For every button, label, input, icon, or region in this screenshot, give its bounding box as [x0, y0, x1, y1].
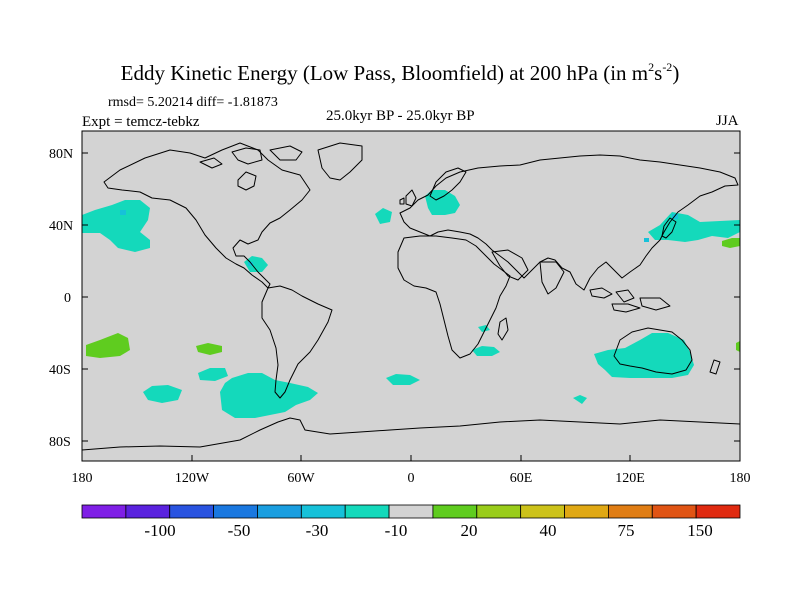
map-background	[82, 131, 740, 461]
anomaly-region-central-america	[244, 256, 268, 272]
anomaly-region-north-atlantic	[425, 190, 460, 215]
period-label: 25.0kyr BP - 25.0kyr BP	[326, 108, 475, 124]
colorbar-swatch	[695, 504, 741, 519]
anomaly-region-south-pacific-small	[143, 385, 182, 403]
colorbar-swatch	[169, 504, 215, 519]
anomaly-region-indian-ocean-small	[573, 395, 587, 404]
colorbar-swatch	[476, 504, 522, 519]
anomaly-spot	[644, 238, 649, 242]
colorbar-swatch	[564, 504, 609, 519]
anomaly-region-south-pacific-small-green	[196, 343, 222, 355]
anomaly-region-south-pacific-west	[86, 333, 130, 358]
colorbar-label: 20	[461, 521, 478, 540]
colorbar-label: -50	[228, 521, 251, 540]
lon-label: 120E	[615, 471, 645, 486]
anomaly-region-north-pacific-east	[648, 212, 740, 242]
anomaly-region-north-atlantic-small	[375, 208, 392, 224]
coastlines	[82, 142, 740, 451]
anomaly-region-north-pacific-far-east	[722, 238, 740, 248]
lon-label: 60E	[510, 471, 533, 486]
anomaly-fill-layer	[82, 142, 740, 451]
colorbar-swatch	[432, 504, 478, 519]
plot-title: Eddy Kinetic Energy (Low Pass, Bloomfiel…	[120, 60, 680, 85]
colorbar-label: 40	[540, 521, 557, 540]
colorbar-swatch	[651, 504, 697, 519]
anomaly-region-australia	[594, 333, 694, 378]
lon-label: 180	[730, 471, 751, 486]
colorbar-label: 150	[687, 521, 713, 540]
colorbar-swatch	[608, 504, 653, 519]
colorbar-swatch	[257, 504, 302, 519]
lon-label: 60W	[287, 471, 315, 486]
anomaly-region-south-atlantic	[386, 374, 420, 385]
colorbar-swatch	[300, 504, 346, 519]
colorbar-label: -30	[306, 521, 329, 540]
colorbar	[81, 504, 741, 519]
anomaly-region-south-east-pacific-green	[736, 341, 740, 352]
stats-text: rmsd= 5.20214 diff= -1.81873	[108, 95, 278, 110]
lon-label: 180	[72, 471, 93, 486]
lat-label: 80S	[49, 435, 71, 450]
anomaly-region-south-pacific-mid	[198, 368, 228, 381]
experiment-label: Expt = temcz-tebkz	[82, 114, 200, 130]
colorbar-swatch	[388, 504, 434, 519]
colorbar-swatch	[125, 504, 171, 519]
anomaly-region-south-africa	[472, 346, 500, 356]
colorbar-swatch	[213, 504, 258, 519]
anomaly-region-south-pacific-east	[220, 373, 318, 418]
season-label: JJA	[716, 113, 739, 129]
lat-ticks	[82, 152, 740, 442]
colorbar-label: -100	[144, 521, 175, 540]
lon-label: 120W	[175, 471, 210, 486]
lon-label: 0	[408, 471, 415, 486]
colorbar-label: 75	[618, 521, 635, 540]
colorbar-swatch	[81, 504, 127, 519]
lat-label: 80N	[49, 147, 73, 162]
colorbar-swatch	[344, 504, 390, 519]
anomaly-spot	[120, 210, 126, 215]
lat-label: 40S	[49, 363, 71, 378]
lat-label: 40N	[49, 219, 73, 234]
anomaly-spot	[248, 262, 253, 266]
colorbar-label: -10	[385, 521, 408, 540]
colorbar-swatch	[520, 504, 565, 519]
lon-ticks	[81, 455, 741, 461]
lat-label: 0	[64, 291, 71, 306]
anomaly-region-north-pacific	[82, 200, 150, 252]
